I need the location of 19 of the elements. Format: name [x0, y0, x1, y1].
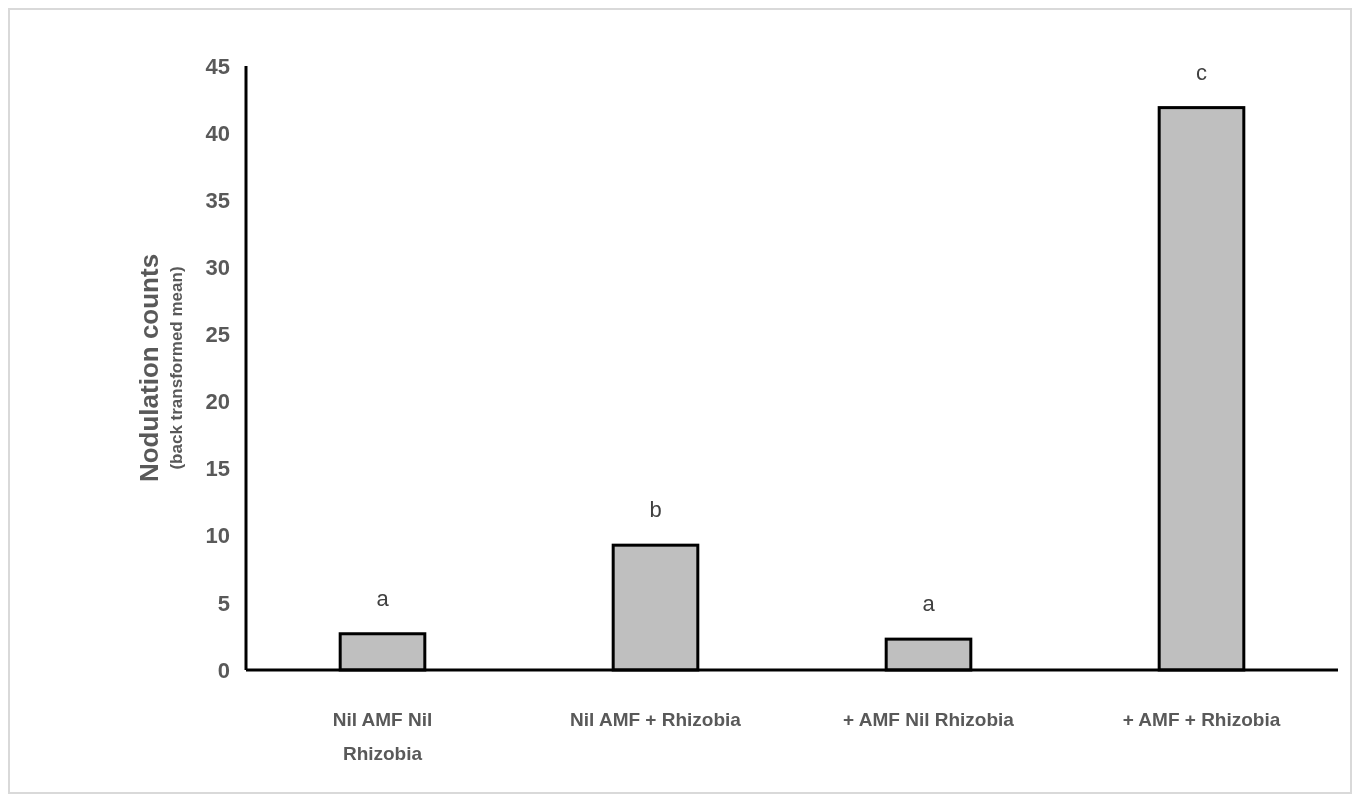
x-tick-label: + AMF + Rhizobia [1122, 709, 1281, 730]
x-tick-label: Nil AMF + Rhizobia [570, 709, 742, 730]
y-tick-label: 15 [205, 456, 230, 482]
y-tick-label: 5 [217, 590, 230, 616]
y-tick-label: 40 [205, 120, 230, 146]
y-tick-label: 35 [205, 187, 230, 213]
annotation: b [649, 497, 662, 523]
annotation: a [376, 585, 390, 611]
x-tick-label: Nil AMF Nil Rhizobia [332, 709, 433, 764]
y-tick-label: 0 [217, 657, 230, 683]
annotation: a [922, 591, 936, 617]
y-tick-label: 45 [205, 53, 230, 79]
y-axis-title: Nodulation counts (back transformed mean) [134, 253, 186, 483]
y-tick-label: 30 [205, 255, 230, 281]
x-tick-label: + AMF Nil Rhizobia [843, 709, 1015, 730]
y-tick-label: 20 [205, 389, 230, 415]
annotation: c [1196, 59, 1207, 85]
y-tick-label: 10 [205, 523, 230, 549]
y-tick-label: 25 [205, 322, 230, 348]
